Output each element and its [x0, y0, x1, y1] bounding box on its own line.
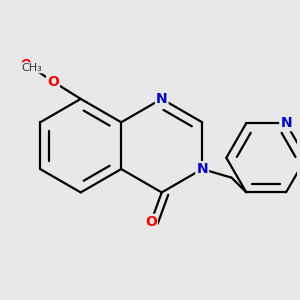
Text: N: N	[280, 116, 292, 130]
Text: O: O	[20, 58, 31, 71]
Text: O: O	[47, 75, 59, 88]
Text: N: N	[156, 92, 167, 106]
Text: CH₃: CH₃	[22, 63, 43, 73]
Text: O: O	[145, 215, 157, 229]
Text: N: N	[196, 162, 208, 176]
